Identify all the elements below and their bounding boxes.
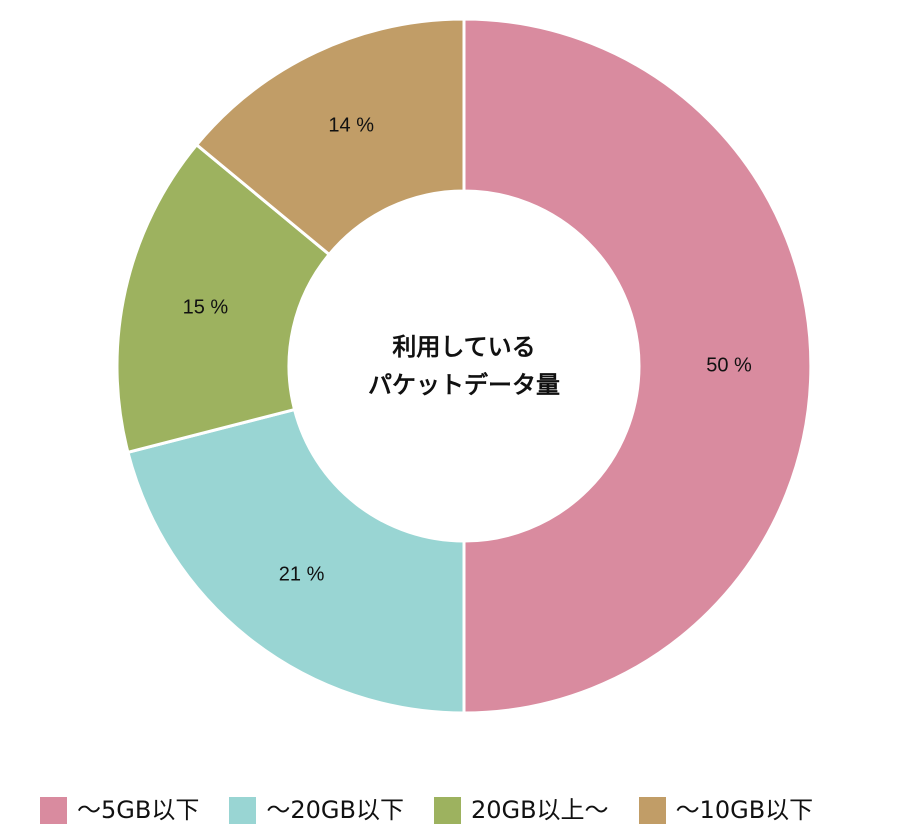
slice-value-label: 50 % (706, 354, 752, 376)
legend-swatch (229, 796, 257, 824)
legend-swatch (433, 796, 461, 824)
slice-value-label: 21 % (279, 564, 325, 586)
donut-slice[interactable] (462, 17, 813, 715)
legend-label: 〜10GB以下 (675, 796, 814, 824)
center-title-line-2: パケットデータ量 (368, 371, 560, 399)
chart-slices (115, 17, 813, 715)
donut-chart: 50 % 21 % 15 % 14 % 利用している パケットデータ量 (115, 17, 813, 715)
slice-value-label: 15 % (183, 296, 229, 318)
slice-value-label: 14 % (328, 114, 374, 136)
legend-item[interactable]: 〜5GB以下 (40, 795, 199, 825)
donut-slice[interactable] (194, 17, 466, 257)
legend-item[interactable]: 〜10GB以下 (638, 795, 814, 825)
chart-slice-labels: 50 % 21 % 15 % 14 % (183, 114, 752, 585)
legend-label: 〜20GB以下 (266, 796, 404, 824)
donut-slice[interactable] (115, 142, 332, 455)
legend-item[interactable]: 20GB以上〜 (433, 795, 609, 825)
center-title-line-1: 利用している (392, 333, 535, 361)
donut-slice[interactable] (126, 407, 466, 715)
legend-label: 20GB以上〜 (470, 796, 609, 824)
legend-item[interactable]: 〜20GB以下 (229, 795, 404, 825)
legend: 〜5GB以下 〜20GB以下 20GB以上〜 〜10GB以下 (40, 795, 813, 825)
legend-swatch (40, 796, 67, 824)
legend-label: 〜5GB以下 (77, 796, 200, 824)
legend-swatch (638, 796, 666, 824)
center-title: 利用している パケットデータ量 (368, 333, 560, 399)
